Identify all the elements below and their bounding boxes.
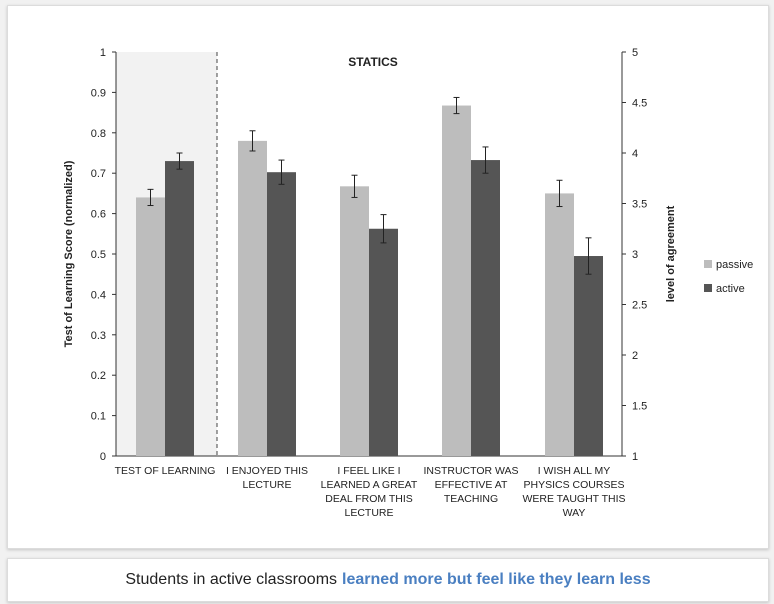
- left-tick-label: 0.9: [91, 87, 106, 99]
- bar-active: [369, 228, 398, 456]
- bar-passive: [136, 197, 165, 456]
- legend-label-active: active: [716, 283, 745, 295]
- legend-swatch-passive: [704, 260, 712, 268]
- category-label: I ENJOYED THIS: [226, 465, 308, 477]
- caption-box: Students in active classrooms learned mo…: [7, 558, 769, 602]
- category-label: TEST OF LEARNING: [115, 465, 216, 477]
- bar-passive: [545, 193, 574, 456]
- category-label: I WISH ALL MY: [538, 465, 611, 477]
- category-label: I FEEL LIKE I: [337, 465, 400, 477]
- right-tick-label: 1.5: [632, 401, 647, 413]
- right-tick-label: 3.5: [632, 199, 647, 211]
- left-tick-label: 0.8: [91, 128, 106, 140]
- category-label: DEAL FROM THIS: [325, 493, 413, 505]
- right-tick-label: 1: [632, 451, 638, 463]
- bar-active: [471, 160, 500, 456]
- left-tick-label: 0.2: [91, 370, 106, 382]
- chart: 0 0.1 0.2 0.3 0.4 0.5 0.6 0.7 0.8 0.9 1 1 1.5 2 2.5 3 3.…: [63, 47, 753, 519]
- category-label: WAY: [563, 507, 586, 519]
- right-tick-label: 2: [632, 350, 638, 362]
- y-axis-right-label: level of agreement: [665, 205, 677, 302]
- right-tick-label: 4.5: [632, 98, 647, 110]
- category-label: TEACHING: [444, 493, 498, 505]
- left-tick-label: 0.4: [91, 289, 106, 301]
- category-label: LECTURE: [344, 507, 393, 519]
- legend-label-passive: passive: [716, 259, 753, 271]
- left-tick-label: 0.5: [91, 249, 106, 261]
- category-label: LECTURE: [242, 479, 291, 491]
- bar-passive: [340, 186, 369, 456]
- left-tick-label: 0.1: [91, 411, 106, 423]
- left-tick-label: 0.6: [91, 209, 106, 221]
- bar-active: [267, 172, 296, 456]
- bar-active: [574, 256, 603, 456]
- category-label: INSTRUCTOR WAS: [423, 465, 518, 477]
- bar-passive: [442, 105, 471, 456]
- bar-active: [165, 161, 194, 456]
- right-tick-label: 3: [632, 249, 638, 261]
- left-tick-label: 0: [100, 451, 106, 463]
- left-tick-label: 1: [100, 47, 106, 59]
- right-tick-label: 4: [632, 148, 638, 160]
- caption-text: Students in active classrooms: [125, 571, 338, 588]
- legend-swatch-active: [704, 284, 712, 292]
- bar-passive: [238, 140, 267, 456]
- chart-title: STATICS: [348, 55, 398, 69]
- category-label: LEARNED A GREAT: [321, 479, 418, 491]
- right-tick-label: 2.5: [632, 300, 647, 312]
- caption-highlight: learned more but feel like they learn le…: [342, 571, 651, 588]
- left-tick-label: 0.3: [91, 330, 106, 342]
- category-label: PHYSICS COURSES: [524, 479, 625, 491]
- category-label: WERE TAUGHT THIS: [522, 493, 625, 505]
- right-tick-label: 5: [632, 47, 638, 59]
- chart-card: 0 0.1 0.2 0.3 0.4 0.5 0.6 0.7 0.8 0.9 1 1 1.5 2 2.5 3 3.…: [7, 5, 769, 549]
- left-tick-label: 0.7: [91, 168, 106, 180]
- category-label: EFFECTIVE AT: [435, 479, 508, 491]
- y-axis-left-label: Test of Learning Score (normalized): [63, 160, 75, 347]
